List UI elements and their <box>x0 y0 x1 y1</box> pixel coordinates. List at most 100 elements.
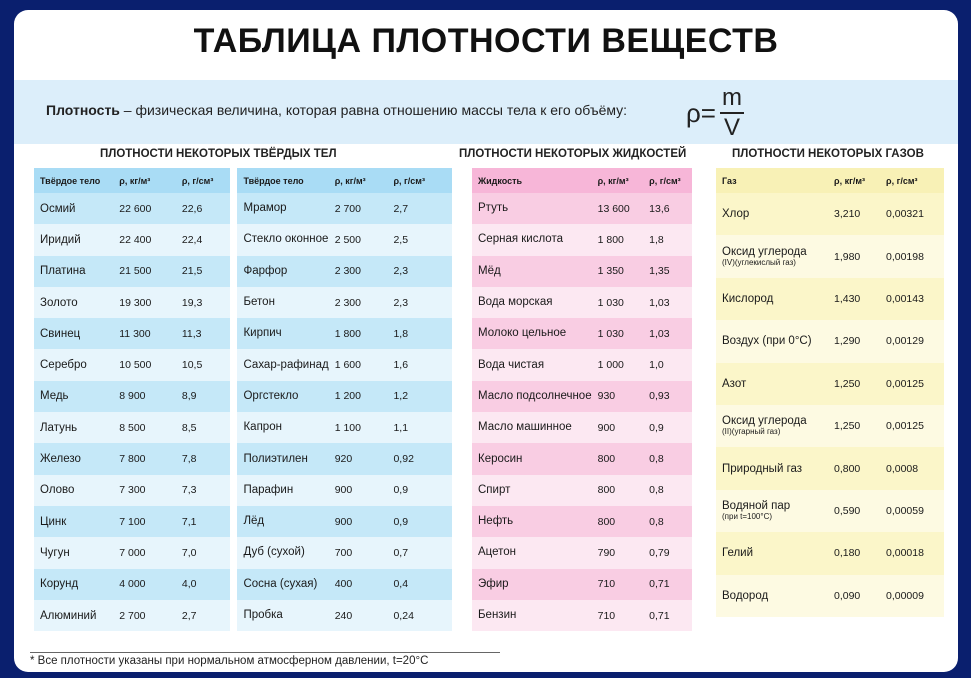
table-row: Цинк 7 100 7,1 Лёд 900 0,9 <box>34 505 452 538</box>
table-row: Оксид углерода (IV)(углекислый газ) 1,980 0… <box>716 235 944 278</box>
gases-col-gcm3: ρ, г/см³ <box>880 168 944 193</box>
solids-col-gcm3-2: ρ, г/см³ <box>387 168 452 193</box>
solid-gcm3: 2,7 <box>387 193 452 225</box>
solid-kgm3: 900 <box>328 474 388 506</box>
liquid-kgm3: 1 030 <box>591 318 644 350</box>
definition-bar: Плотность – физическая величина, которая… <box>14 80 958 144</box>
fraction-bar <box>719 112 744 114</box>
column-gap <box>229 599 238 632</box>
gas-name-cell: Оксид углерода (II)(угарный газ) <box>716 404 828 448</box>
table-row: Железо 7 800 7,8 Полиэтилен 920 0,92 <box>34 443 452 475</box>
table-row: Эфир 710 0,71 <box>472 568 692 600</box>
gas-gcm3: 0,00198 <box>880 235 944 278</box>
column-gap <box>229 443 238 475</box>
table-row: Золото 19 300 19,3 Бетон 2 300 2,3 <box>34 286 452 319</box>
solid-kgm3: 2 300 <box>328 286 388 319</box>
solid-gcm3: 22,6 <box>175 193 230 225</box>
gas-kgm3: 0,800 <box>828 447 880 490</box>
solid-gcm3: 7,0 <box>175 537 230 569</box>
table-row: Водород 0,090 0,00009 <box>716 574 944 617</box>
liquid-gcm3: 1,0 <box>643 349 692 381</box>
liquid-name: Керосин <box>472 443 592 475</box>
gas-gcm3: 0,00059 <box>880 489 944 533</box>
solid-kgm3: 700 <box>328 537 388 569</box>
solid-name: Парафин <box>237 474 329 506</box>
gas-kgm3: 1,250 <box>828 404 880 448</box>
gas-kgm3: 1,980 <box>828 235 880 278</box>
gas-gcm3: 0,00018 <box>880 532 944 575</box>
solid-gcm3: 1,8 <box>387 318 452 350</box>
solid-gcm3: 7,1 <box>175 505 230 538</box>
solid-kgm3: 1 600 <box>328 349 388 381</box>
liquid-name: Эфир <box>472 568 592 600</box>
table-row: Природный газ 0,800 0,0008 <box>716 447 944 490</box>
liquid-kgm3: 800 <box>591 443 644 475</box>
gas-name: Кислород <box>722 292 774 305</box>
table-row: Корунд 4 000 4,0 Сосна (сухая) 400 0,4 <box>34 568 452 600</box>
solid-kgm3: 900 <box>328 505 388 538</box>
column-gap <box>229 568 238 600</box>
liquid-kgm3: 800 <box>591 505 644 538</box>
solids-col-kgm3: ρ, кг/м³ <box>113 168 176 193</box>
table-row: Ртуть 13 600 13,6 <box>472 193 692 225</box>
column-gap <box>229 224 238 256</box>
solid-kgm3: 2 700 <box>328 193 388 225</box>
liquid-gcm3: 1,35 <box>643 255 692 287</box>
solid-name: Алюминий <box>34 599 114 632</box>
table-row: Гелий 0,180 0,00018 <box>716 532 944 575</box>
liquid-kgm3: 1 000 <box>591 349 644 381</box>
solid-kgm3: 2 700 <box>113 599 176 632</box>
column-gap <box>229 474 238 506</box>
column-gap <box>229 255 238 287</box>
definition-body: – физическая величина, которая равна отн… <box>119 102 628 118</box>
liquid-kgm3: 710 <box>591 568 644 600</box>
liquid-name: Масло подсолнечное <box>472 380 592 413</box>
liquid-gcm3: 0,71 <box>643 568 692 600</box>
gas-name: Природный газ <box>722 462 803 475</box>
solid-gcm3: 0,9 <box>387 505 452 538</box>
solid-gcm3: 2,3 <box>387 286 452 319</box>
gas-name-cell: Воздух (при 0°С) <box>716 320 828 363</box>
solid-name: Латунь <box>34 412 114 444</box>
solids-col-name-2: Твёрдое тело <box>237 168 329 193</box>
solid-name: Свинец <box>34 318 114 350</box>
definition-term: Плотность <box>46 102 120 118</box>
table-row: Свинец 11 300 11,3 Кирпич 1 800 1,8 <box>34 318 452 350</box>
column-gap <box>229 193 238 225</box>
solid-name: Корунд <box>34 568 114 600</box>
table-row: Медь 8 900 8,9 Оргстекло 1 200 1,2 <box>34 380 452 413</box>
liquid-gcm3: 0,93 <box>643 380 692 413</box>
table-row: Оксид углерода (II)(угарный газ) 1,250 0,00… <box>716 404 944 448</box>
solid-kgm3: 240 <box>328 599 388 632</box>
gas-gcm3: 0,00129 <box>880 320 944 363</box>
solid-gcm3: 0,24 <box>387 599 452 632</box>
gas-name: Воздух (при 0°С) <box>722 335 812 348</box>
solid-kgm3: 920 <box>328 443 388 475</box>
table-row: Платина 21 500 21,5 Фарфор 2 300 2,3 <box>34 255 452 287</box>
gas-gcm3: 0,00125 <box>880 404 944 448</box>
solid-gcm3: 0,4 <box>387 568 452 600</box>
solid-kgm3: 22 600 <box>113 193 176 225</box>
gases-header-row: Газ ρ, кг/м³ ρ, г/см³ <box>716 168 944 193</box>
solid-gcm3: 4,0 <box>175 568 230 600</box>
liquid-gcm3: 0,71 <box>643 599 692 632</box>
liquid-gcm3: 0,8 <box>643 443 692 475</box>
liquid-kgm3: 1 030 <box>591 286 644 319</box>
solid-gcm3: 2,5 <box>387 224 452 256</box>
liquid-name: Молоко цельное <box>472 318 592 350</box>
liquid-gcm3: 0,8 <box>643 505 692 538</box>
liquid-kgm3: 710 <box>591 599 644 632</box>
gas-note: (при t=100°С) <box>722 511 773 521</box>
gas-kgm3: 1,290 <box>828 320 880 363</box>
gas-kgm3: 0,090 <box>828 574 880 617</box>
density-formula: ρ= m V <box>686 86 744 140</box>
solid-gcm3: 21,5 <box>175 255 230 287</box>
gas-name-cell: Кислород <box>716 277 828 321</box>
liquids-header-row: Жидкость ρ, кг/м³ ρ, г/см³ <box>472 168 692 193</box>
liquid-name: Масло машинное <box>472 412 592 444</box>
liquids-heading: ПЛОТНОСТИ НЕКОТОРЫХ ЖИДКОСТЕЙ <box>459 148 687 160</box>
solid-gcm3: 0,9 <box>387 474 452 506</box>
table-row: Хлор 3,210 0,00321 <box>716 193 944 236</box>
solid-name: Мрамор <box>237 193 329 225</box>
solids-header-row: Твёрдое тело ρ, кг/м³ ρ, г/см³ Твёрдое т… <box>34 168 452 193</box>
